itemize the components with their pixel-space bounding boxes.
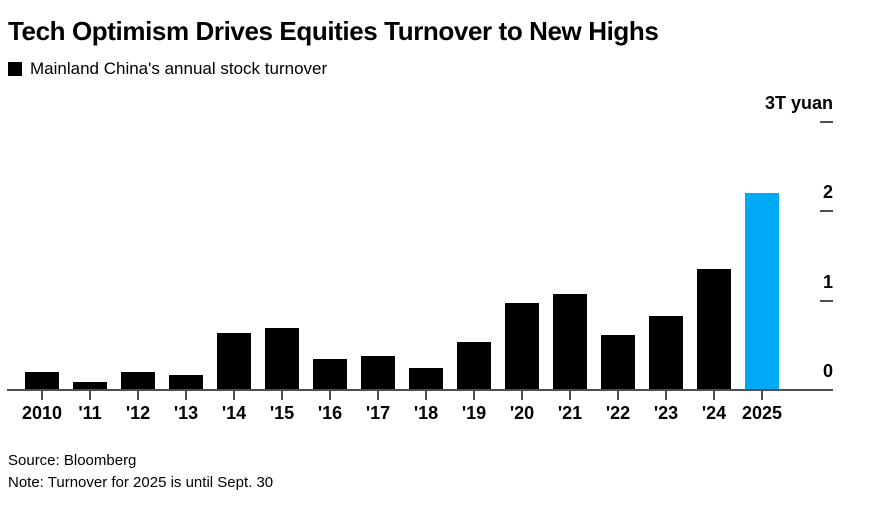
y-axis-label: 0 xyxy=(822,361,833,381)
bar-24 xyxy=(697,269,731,389)
bar-23 xyxy=(649,316,683,389)
x-axis-tick xyxy=(329,391,331,400)
x-axis-tick xyxy=(137,391,139,400)
legend-swatch-icon xyxy=(8,62,22,76)
footer: Source: Bloomberg Note: Turnover for 202… xyxy=(8,450,273,494)
bar-13 xyxy=(169,375,203,389)
x-axis-label-22: '22 xyxy=(605,403,631,423)
x-axis-label-2010: 2010 xyxy=(21,403,63,423)
bar-2010 xyxy=(25,372,59,389)
y-axis-dash xyxy=(820,121,833,123)
x-axis-tick xyxy=(617,391,619,400)
x-axis-tick xyxy=(281,391,283,400)
page-title: Tech Optimism Drives Equities Turnover t… xyxy=(8,16,659,46)
x-axis-tick xyxy=(425,391,427,400)
bar-12 xyxy=(121,372,155,389)
y-axis-label: 2 xyxy=(822,182,833,202)
x-axis-tick xyxy=(569,391,571,400)
x-axis-label-18: '18 xyxy=(413,403,439,423)
x-axis-tick xyxy=(185,391,187,400)
x-axis-label-24: '24 xyxy=(701,403,727,423)
y-axis-unit-label: 3T yuan xyxy=(764,93,833,113)
source-text: Source: Bloomberg xyxy=(8,452,137,469)
bar-19 xyxy=(457,342,491,389)
x-axis-label-20: '20 xyxy=(509,403,535,423)
x-axis-label-2025: 2025 xyxy=(741,403,783,423)
bar-16 xyxy=(313,359,347,389)
x-axis-label-16: '16 xyxy=(317,403,343,423)
x-axis-label-12: '12 xyxy=(125,403,151,423)
bar-15 xyxy=(265,328,299,389)
x-axis-tick xyxy=(89,391,91,400)
x-axis-label-15: '15 xyxy=(269,403,295,423)
y-axis-dash xyxy=(820,210,833,212)
x-axis-line xyxy=(7,389,833,391)
bar-20 xyxy=(505,303,539,389)
x-axis-label-17: '17 xyxy=(365,403,391,423)
x-axis-label-14: '14 xyxy=(221,403,247,423)
x-axis-tick xyxy=(665,391,667,400)
x-axis-tick xyxy=(377,391,379,400)
x-axis-tick xyxy=(521,391,523,400)
x-axis-tick xyxy=(761,391,763,400)
x-axis-label-13: '13 xyxy=(173,403,199,423)
x-axis-label-11: '11 xyxy=(78,403,102,423)
legend: Mainland China's annual stock turnover xyxy=(8,60,327,78)
bar-11 xyxy=(73,382,107,389)
y-axis-dash xyxy=(820,300,833,302)
bar-22 xyxy=(601,335,635,389)
bar-14 xyxy=(217,333,251,389)
x-axis-label-19: '19 xyxy=(461,403,487,423)
y-axis-label: 1 xyxy=(822,272,833,292)
bar-17 xyxy=(361,356,395,389)
legend-label: Mainland China's annual stock turnover xyxy=(30,59,328,78)
bar-21 xyxy=(553,294,587,389)
x-axis-label-23: '23 xyxy=(653,403,679,423)
x-axis-tick xyxy=(41,391,43,400)
x-axis-tick xyxy=(713,391,715,400)
note-text: Note: Turnover for 2025 is until Sept. 3… xyxy=(8,474,274,491)
x-axis-tick xyxy=(233,391,235,400)
bar-2025 xyxy=(745,193,779,389)
bar-18 xyxy=(409,368,443,389)
x-axis-label-21: '21 xyxy=(557,403,583,423)
x-axis-tick xyxy=(473,391,475,400)
